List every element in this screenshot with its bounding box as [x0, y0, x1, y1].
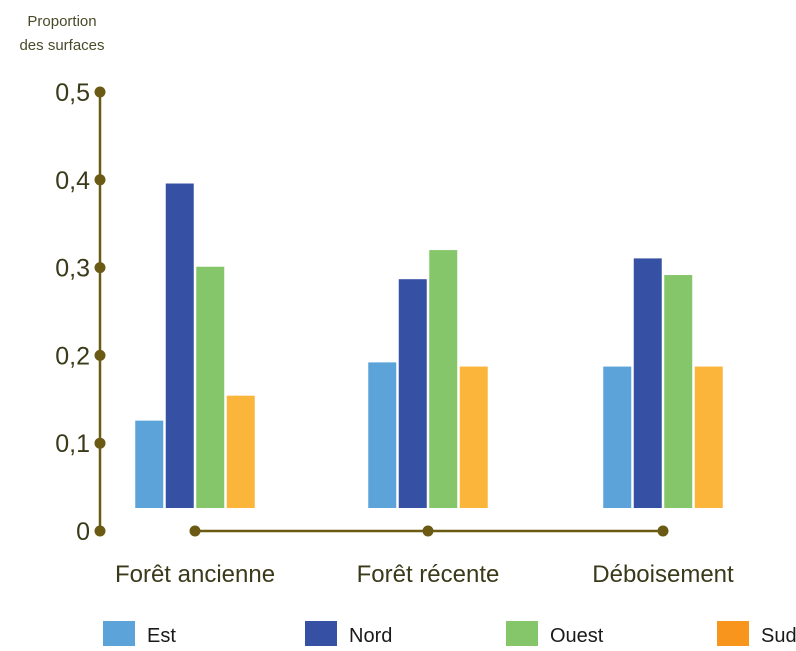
legend-label: Nord	[349, 625, 392, 646]
x-tick-label: Forêt ancienne	[115, 561, 275, 588]
y-axis-title-line-2: des surfaces	[19, 37, 104, 54]
y-tick-dot	[94, 174, 106, 186]
bar	[226, 395, 255, 508]
bar	[368, 362, 397, 508]
x-tick-labels: Forêt ancienne Forêt récente Déboisement	[115, 561, 734, 588]
bars	[135, 183, 723, 508]
bar	[633, 258, 662, 508]
legend-label: Sud	[761, 625, 796, 646]
y-tick-label: 0	[76, 518, 90, 546]
bar	[694, 366, 723, 508]
y-tick-label: 0,1	[55, 430, 90, 458]
y-tick-label: 0,4	[55, 167, 90, 195]
x-tick-dot	[422, 525, 434, 537]
x-tick-dot	[657, 525, 669, 537]
bar	[196, 266, 225, 508]
bar	[459, 366, 488, 508]
y-tick-dot	[94, 262, 106, 274]
y-axis-title-line-1: Proportion	[27, 13, 96, 30]
legend-swatch	[103, 621, 135, 647]
legend-label: Ouest	[550, 625, 604, 646]
y-tick-dot	[94, 86, 106, 98]
legend: Est Nord Ouest Sud	[103, 621, 796, 647]
y-tick-dot	[94, 437, 106, 449]
x-tick-dot	[189, 525, 201, 537]
bar	[429, 250, 458, 508]
y-tick-dot	[94, 349, 106, 361]
bar	[664, 275, 693, 508]
bar	[603, 366, 632, 508]
legend-swatch	[305, 621, 337, 647]
legend-swatch	[506, 621, 538, 647]
y-tick-label: 0,3	[55, 255, 90, 283]
legend-swatch	[717, 621, 749, 647]
y-tick-label: 0,5	[55, 79, 90, 107]
x-tick-label: Forêt récente	[357, 561, 500, 588]
legend-label: Est	[147, 625, 176, 646]
axes: 0 0,1 0,2 0,3 0,4 0,5	[55, 79, 669, 546]
x-tick-label: Déboisement	[592, 561, 734, 588]
bar	[165, 183, 194, 508]
bar	[135, 420, 164, 508]
bar	[398, 279, 427, 508]
y-tick-label: 0,2	[55, 342, 90, 370]
y-tick-dot	[94, 525, 106, 537]
